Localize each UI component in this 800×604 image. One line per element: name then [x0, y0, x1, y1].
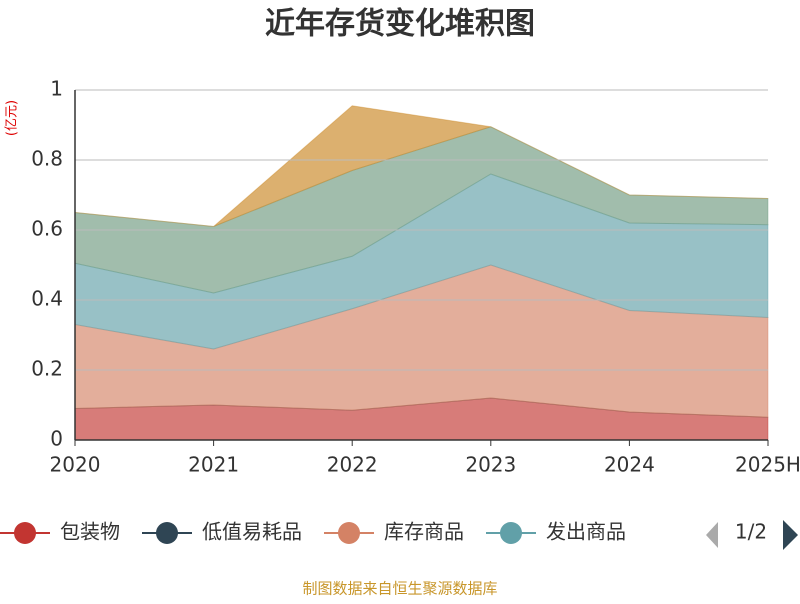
- legend-marker: [156, 522, 178, 544]
- legend-marker: [14, 522, 36, 544]
- y-tick-label: 0: [50, 427, 63, 451]
- x-tick-label: 2020: [50, 453, 101, 477]
- y-axis-label: (亿元): [5, 100, 20, 136]
- legend-label: 包装物: [60, 520, 120, 544]
- y-tick-label: 0.2: [31, 357, 63, 381]
- y-tick-label: 0.8: [31, 147, 63, 171]
- legend-label: 发出商品: [546, 520, 626, 544]
- legend-label: 低值易耗品: [202, 520, 302, 544]
- x-tick-label: 2024: [604, 453, 655, 477]
- area: [74, 105, 769, 228]
- legend-page: 1/2: [735, 520, 767, 544]
- source-note: 制图数据来自恒生聚源数据库: [302, 580, 497, 598]
- legend-next[interactable]: [783, 520, 798, 550]
- legend: 包装物 低值易耗品 库存商品 发出商品: [0, 520, 626, 544]
- y-tick-label: 0.4: [31, 287, 63, 311]
- legend-marker: [338, 522, 360, 544]
- chart-title: 近年存货变化堆积图: [265, 7, 535, 42]
- x-tick-label: 2025H: [735, 453, 800, 477]
- areas: [74, 105, 769, 441]
- y-tick-label: 0.6: [31, 217, 63, 241]
- y-tick-label: 1: [50, 77, 63, 101]
- legend-marker: [500, 522, 522, 544]
- legend-label: 库存商品: [384, 520, 464, 544]
- x-tick-label: 2022: [327, 453, 378, 477]
- legend-prev[interactable]: [706, 522, 718, 548]
- x-tick-label: 2021: [188, 453, 239, 477]
- x-tick-label: 2023: [465, 453, 516, 477]
